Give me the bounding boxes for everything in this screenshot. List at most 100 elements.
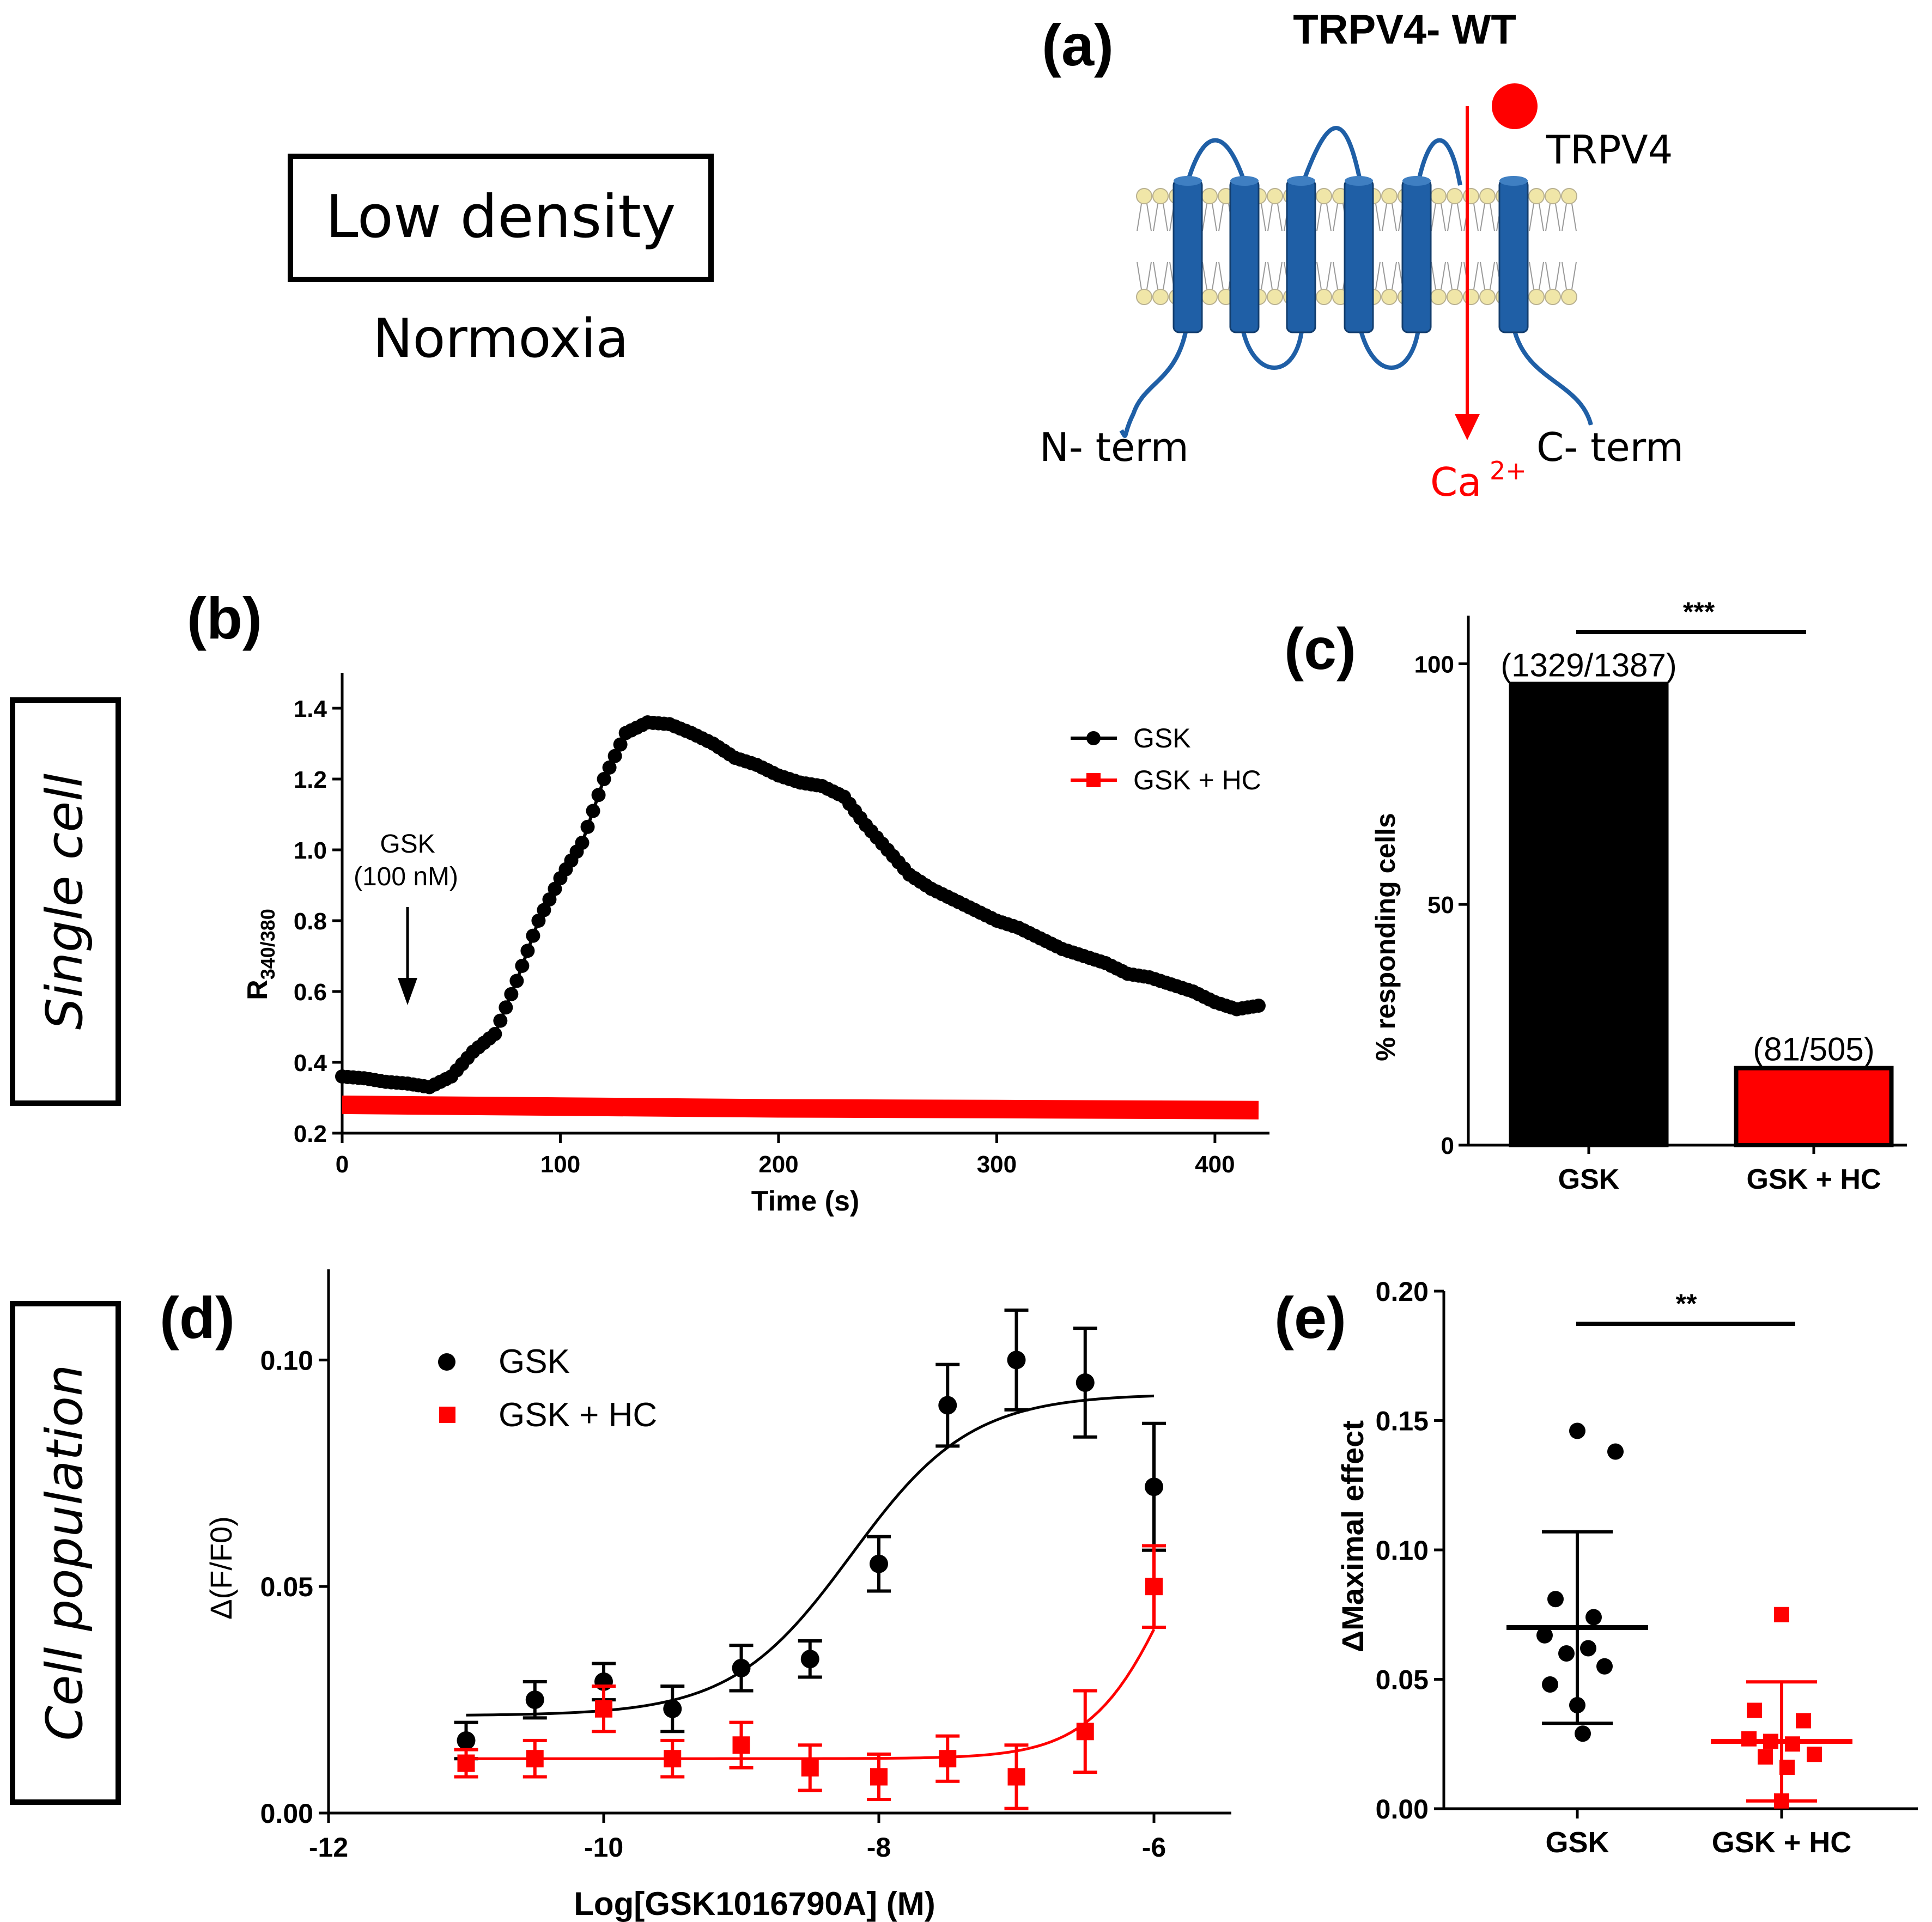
- chart-b-legend-label-hc: GSK + HC: [1133, 765, 1261, 795]
- lipid-head: [1447, 289, 1463, 305]
- oxygen-label: Normoxia: [373, 308, 629, 370]
- lipid-head: [1152, 289, 1169, 305]
- chart-b-point-gsk: [575, 836, 590, 850]
- lipid-head: [1545, 289, 1561, 305]
- schematic-title: TRPV4- WT: [1293, 7, 1516, 53]
- chart-d-point-gsk-hc: [457, 1754, 475, 1772]
- lipid-head: [1152, 188, 1169, 204]
- chart-d-point-gsk: [1076, 1373, 1095, 1392]
- tm-helix-cap: [1174, 176, 1202, 186]
- chart-d-point-gsk: [800, 1650, 819, 1669]
- chart-c-ytick-label: 100: [1414, 651, 1454, 678]
- protein-label: TRPV4: [1546, 127, 1673, 173]
- chart-d-point-gsk: [525, 1690, 544, 1710]
- chart-d-point-gsk-hc: [595, 1700, 612, 1718]
- lipid-tail: [1267, 261, 1283, 290]
- chart-e-point-gsk-hc: [1758, 1749, 1773, 1765]
- lipid-tail: [1480, 261, 1495, 290]
- lipid-tail: [1431, 203, 1446, 232]
- ion-charge: 2+: [1490, 456, 1527, 485]
- chart-e-point-gsk-hc: [1774, 1793, 1789, 1809]
- lipid-tail: [1562, 203, 1577, 232]
- tm-helix-cap: [1499, 176, 1528, 186]
- chart-b-point-gsk: [613, 737, 628, 752]
- chart-b-xtick-label: 100: [540, 1151, 580, 1178]
- lipid-head: [1447, 188, 1463, 204]
- c-terminus-tail: [1511, 326, 1593, 426]
- chart-b-ylabel-sub: 340/380: [257, 909, 279, 980]
- chart-b-annotation-line2: (100 nM): [354, 862, 458, 891]
- chart-b-xtick-label: 300: [977, 1151, 1017, 1178]
- chart-d-legend: GSK GSK + HC: [438, 1343, 657, 1434]
- chart-b-xtick-label: 0: [336, 1151, 349, 1178]
- chart-d-legend-marker-hc: [439, 1407, 455, 1423]
- chart-e-ytick-label: 0.15: [1376, 1406, 1429, 1437]
- chart-b-legend-marker-hc: [1086, 773, 1101, 787]
- chart-d-point-gsk-hc: [939, 1750, 957, 1768]
- chart-b-ytick-label: 0.4: [294, 1050, 327, 1076]
- chart-c-bar-gsk: [1509, 682, 1669, 1147]
- lipid-tail: [1137, 203, 1152, 232]
- chart-d-fit-gsk: [466, 1394, 1155, 1717]
- lipid-tail: [1545, 261, 1560, 290]
- chart-e-point-gsk-hc: [1741, 1731, 1757, 1747]
- chart-b-time-course: R340/380 Time (s) GSK (100 nM) GSK GSK +…: [242, 673, 1269, 1217]
- chart-e-point-gsk: [1569, 1422, 1585, 1439]
- chart-d-point-gsk: [1145, 1477, 1163, 1497]
- chart-d-dose-response: Δ(F/F0) Log[GSK1016790A] (M) GSK GSK + H…: [204, 1269, 1231, 1922]
- chart-d-ytick-label: 0.10: [260, 1345, 313, 1376]
- panel-label-e: (e): [1274, 1285, 1346, 1351]
- chart-e-ytick-label: 0.10: [1376, 1535, 1429, 1566]
- chart-e-point-gsk: [1575, 1725, 1591, 1742]
- single-cell-box: [10, 697, 121, 1106]
- chart-d-point-gsk: [732, 1658, 751, 1677]
- tm-helix: [1498, 179, 1529, 333]
- extracellular-loop-1: [1184, 138, 1248, 186]
- lipid-head: [1381, 289, 1398, 305]
- chart-b-point-gsk: [504, 987, 519, 1001]
- chart-e-point-gsk-hc: [1774, 1607, 1789, 1622]
- lipid-head: [1479, 188, 1496, 204]
- chart-d-point-gsk-hc: [1076, 1723, 1094, 1741]
- chart-c-significance: ***: [1683, 597, 1715, 627]
- chart-b-annotation-line1: GSK: [380, 830, 435, 859]
- panel-label-a: (a): [1042, 12, 1114, 78]
- chart-c-ylabel: % responding cells: [1370, 813, 1401, 1061]
- lipid-tail: [1431, 261, 1446, 290]
- tm-helix: [1172, 179, 1203, 333]
- chart-d-legend-label-hc: GSK + HC: [499, 1396, 657, 1434]
- cell-population-label: Cell population: [35, 1365, 94, 1741]
- lipid-head: [1479, 289, 1496, 305]
- lipid-tail: [1202, 203, 1217, 232]
- chart-d-point-gsk: [1007, 1351, 1026, 1370]
- lipid-head: [1136, 289, 1152, 305]
- chart-d-point-gsk: [457, 1731, 476, 1750]
- lipid-tail: [1562, 261, 1577, 290]
- lipid-tail: [1316, 203, 1332, 232]
- chart-e-point-gsk-hc: [1763, 1734, 1778, 1749]
- chart-b-point-gsk: [493, 1013, 508, 1028]
- chart-e-point-gsk: [1536, 1627, 1553, 1644]
- chart-b-point-gsk: [1251, 999, 1266, 1013]
- chart-d-point-gsk-hc: [1007, 1768, 1025, 1786]
- lipid-head: [1528, 289, 1545, 305]
- chart-b-legend: GSK GSK + HC: [1071, 723, 1261, 795]
- chart-e-point-gsk: [1558, 1645, 1575, 1662]
- lipid-tail: [1316, 261, 1332, 290]
- chart-d-point-gsk-hc: [870, 1768, 888, 1786]
- lipid-tail: [1545, 203, 1560, 232]
- panel-a-schematic: (a) TRPV4- WT TRPV4 N- term C- term Ca 2…: [1040, 7, 1684, 505]
- chart-b-series-gsk-hc-line: [342, 1096, 1259, 1120]
- n-terminus-tail: [1119, 326, 1189, 438]
- chart-b-point-gsk: [542, 892, 557, 907]
- tm-helix: [1286, 179, 1316, 333]
- chart-c-bar-label-gsk: (1329/1387): [1500, 647, 1677, 683]
- lipid-head: [1201, 289, 1218, 305]
- lipid-head: [1136, 188, 1152, 204]
- chart-e-point-gsk: [1542, 1676, 1558, 1693]
- chart-b-ylabel: R340/380: [242, 909, 279, 1000]
- chart-c-responding-cells: % responding cells *** 0 50 100 (1329/1387)…: [1370, 597, 1907, 1195]
- chart-d-point-gsk: [663, 1699, 682, 1718]
- chart-b-point-gsk: [526, 928, 540, 943]
- lipid-head: [1267, 289, 1283, 305]
